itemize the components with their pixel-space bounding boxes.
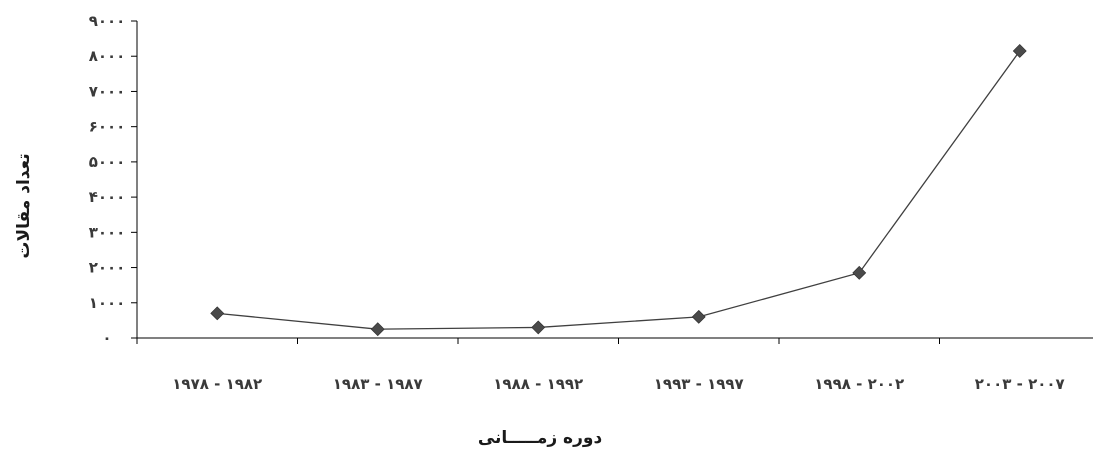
x-tick-label: ۱۹۸۳ - ۱۹۸۷ — [333, 375, 423, 393]
data-point-marker — [691, 309, 706, 324]
y-axis-title: تعداد مقالات — [14, 153, 34, 258]
x-tick-label: ۱۹۷۸ - ۱۹۸۲ — [172, 375, 262, 393]
data-point-marker — [210, 306, 225, 321]
series-line — [217, 50, 1021, 330]
y-tick-label: ۵۰۰۰ — [89, 153, 126, 171]
y-tick-label: ۶۰۰۰ — [89, 118, 126, 136]
series-line-group — [210, 44, 1027, 337]
data-point-marker — [1012, 44, 1027, 58]
x-axis: ۱۹۷۸ - ۱۹۸۲ ۱۹۸۳ - ۱۹۸۷ ۱۹۸۸ - ۱۹۹۲ ۱۹۹۳ - … — [136, 337, 1093, 393]
x-tick-label: ۱۹۹۳ - ۱۹۹۷ — [654, 375, 744, 393]
x-tick-label: ۱۹۸۸ - ۱۹۹۲ — [493, 375, 583, 393]
x-axis-title: دوره زمـــــانی — [478, 428, 603, 448]
x-tick-label: ۲۰۰۳ - ۲۰۰۷ — [975, 375, 1065, 393]
y-tick-label: ۴۰۰۰ — [89, 188, 126, 206]
y-tick-label: ۷۰۰۰ — [89, 82, 126, 100]
x-tick-label: ۱۹۹۸ - ۲۰۰۲ — [814, 375, 904, 393]
data-point-marker — [531, 320, 546, 335]
y-tick-label: ۱۰۰۰ — [89, 294, 126, 312]
y-tick-label: ۰ — [102, 329, 111, 347]
y-tick-label: ۹۰۰۰ — [89, 12, 126, 30]
data-point-marker — [370, 322, 385, 337]
y-axis: ۰ ۱۰۰۰ ۲۰۰۰ ۳۰۰۰ ۴۰۰۰ ۵۰۰۰ ۶۰۰۰ ۷۰۰۰ ۸۰۰۰ ۹۰۰۰ — [89, 12, 138, 347]
data-point-marker — [852, 265, 867, 280]
y-tick-label: ۳۰۰۰ — [89, 223, 126, 241]
y-tick-label: ۲۰۰۰ — [89, 259, 126, 277]
y-tick-label: ۸۰۰۰ — [89, 47, 126, 65]
